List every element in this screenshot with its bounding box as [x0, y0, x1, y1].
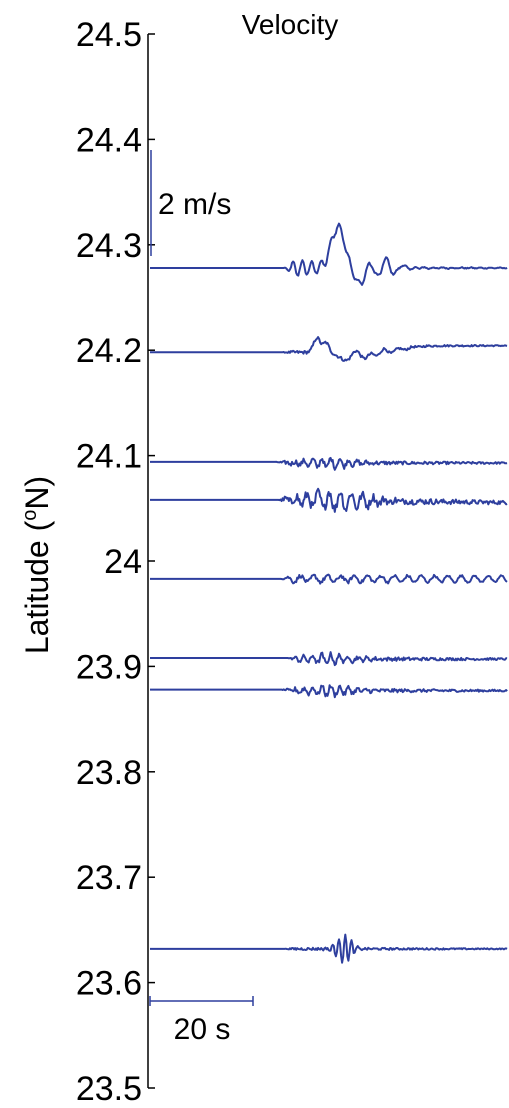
y-tick-label: 23.9 — [76, 648, 142, 686]
velocity-trace-8 — [150, 933, 508, 964]
velocity-trace-1 — [150, 222, 508, 286]
y-tick-label: 24 — [104, 543, 142, 581]
seismic-traces — [150, 222, 508, 964]
velocity-trace-3 — [150, 456, 508, 471]
y-tick-label: 23.7 — [76, 859, 142, 897]
y-tick-label: 23.5 — [76, 1070, 142, 1108]
velocity-trace-4 — [150, 487, 508, 513]
velocity-trace-5 — [150, 573, 508, 585]
y-tick-label: 24.3 — [76, 227, 142, 265]
y-tick-label: 24.2 — [76, 332, 142, 370]
y-tick-label: 24.4 — [76, 121, 142, 159]
time-scale-label: 20 s — [174, 1013, 231, 1046]
chart-title: Velocity — [242, 9, 339, 40]
y-tick-label: 23.6 — [76, 965, 142, 1003]
y-tick-label: 24.1 — [76, 438, 142, 476]
amplitude-scale-label: 2 m/s — [158, 188, 231, 221]
y-tick-label: 24.5 — [76, 16, 142, 54]
velocity-trace-2 — [150, 336, 508, 362]
y-axis-label: Latitude (oN) — [19, 476, 55, 654]
velocity-trace-6 — [150, 651, 508, 667]
y-tick-label: 23.8 — [76, 754, 142, 792]
velocity-trace-7 — [150, 684, 508, 699]
y-ticks: 24.5 24.4 24.3 24.2 24.1 24 23.9 23.8 23.7 23.6 23… — [76, 16, 155, 1108]
